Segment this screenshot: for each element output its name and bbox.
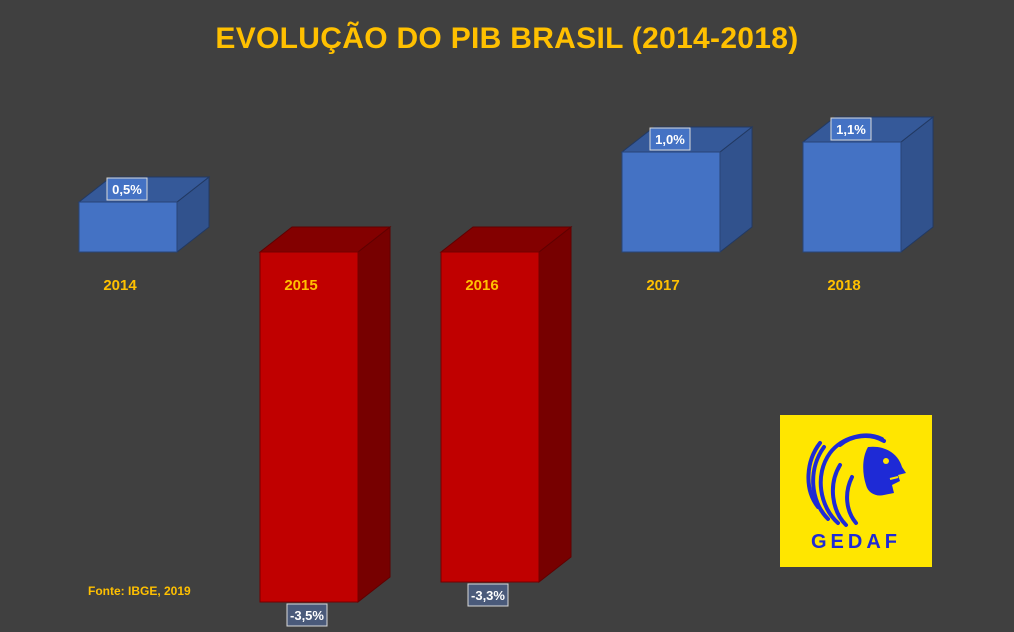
data-label-2016: -3,3% [471,588,505,603]
category-label-2015: 2015 [284,277,317,294]
bar-2018 [802,141,902,253]
bar-2017 [621,151,721,253]
bar-side-2015 [357,225,391,604]
chart-title: EVOLUÇÃO DO PIB BRASIL (2014-2018) [215,22,799,55]
bar-2014 [78,201,178,253]
lion-head-icon [806,433,906,527]
data-label-box-2018 [830,117,872,141]
source-note: Fonte: IBGE, 2019 [88,584,191,598]
category-label-2018: 2018 [827,277,860,294]
gedaf-logo: GEDAF [780,415,932,567]
data-label-2015: -3,5% [290,608,324,623]
category-label-2017: 2017 [646,277,679,294]
category-label-2016: 2016 [465,277,498,294]
data-label-2018: 1,1% [836,122,866,137]
data-label-2017: 1,0% [655,132,685,147]
bar-side-2016 [538,225,572,584]
data-label-box-2016 [467,583,509,607]
bar-2015 [259,251,359,603]
category-label-2014: 2014 [103,277,137,294]
bar-2016 [440,251,540,583]
data-label-box-2017 [649,127,691,151]
data-label-2014: 0,5% [112,182,142,197]
data-label-box-2014 [106,177,148,201]
logo-text: GEDAF [811,531,901,553]
data-label-box-2015 [286,603,328,627]
